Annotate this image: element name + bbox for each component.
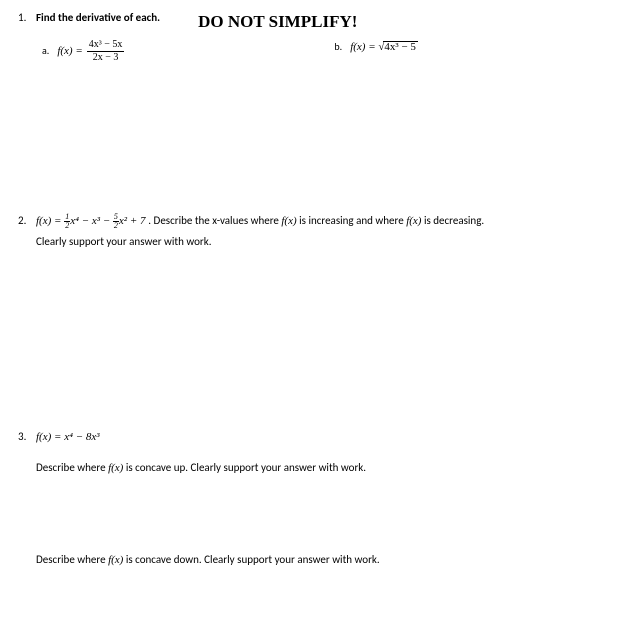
q2-tail2: is increasing and where — [297, 214, 407, 227]
spacer-2 — [18, 249, 600, 429]
q2-fx2: f(x) — [406, 215, 421, 227]
q1a-label: a. — [42, 44, 49, 58]
q1b-expr: f(x) = √4x³ − 5 — [350, 40, 418, 55]
q3-desc-down: Describe where f(x) is concave down. Cle… — [18, 552, 600, 568]
q1b-radical: √4x³ − 5 — [378, 40, 418, 55]
q1a-fraction: 4x³ − 5x 2x − 3 — [87, 40, 125, 63]
q2-tail3: is decreasing. — [421, 214, 484, 227]
do-not-simplify: DO NOT SIMPLIFY! — [198, 10, 357, 34]
worksheet-page: 1. Find the derivative of each. DO NOT S… — [0, 0, 618, 630]
q1b-label: b. — [334, 40, 342, 54]
q1-heading: 1. Find the derivative of each. — [18, 10, 160, 25]
q2-expr: f(x) = 12x⁴ − x³ − 52x² + 7 — [36, 215, 148, 227]
q1-prompt: Find the derivative of each. — [36, 10, 160, 25]
q1b-radicand: 4x³ − 5 — [383, 41, 418, 53]
q1-parts: a. f(x) = 4x³ − 5x 2x − 3 b. f(x) = √4x³… — [18, 40, 600, 63]
q1b-pre: f(x) = — [350, 41, 378, 53]
q2-tail: . Describe the x-values where — [148, 214, 281, 227]
q3-row: 3. f(x) = x⁴ − 8x³ — [18, 429, 600, 445]
q3-fx-up: f(x) — [108, 462, 123, 474]
q3-number: 3. — [18, 429, 36, 444]
spacer-3 — [18, 476, 600, 548]
q1a-numerator: 4x³ − 5x — [87, 40, 125, 52]
q2-fx1: f(x) — [281, 215, 296, 227]
q3-fx-down: f(x) — [108, 554, 123, 566]
q2-row: 2. f(x) = 12x⁴ − x³ − 52x² + 7 . Describ… — [18, 213, 600, 230]
q1a-denominator: 2x − 3 — [87, 52, 125, 63]
q2-line2: Clearly support your answer with work. — [18, 234, 600, 249]
q1-number: 1. — [18, 10, 36, 25]
spacer-1 — [18, 63, 600, 213]
q2-number: 2. — [18, 213, 36, 228]
q1-header-row: 1. Find the derivative of each. DO NOT S… — [18, 10, 600, 34]
q1-part-b: b. f(x) = √4x³ − 5 — [334, 40, 418, 63]
q1a-fx: f(x) = — [57, 44, 82, 59]
q2-text: f(x) = 12x⁴ − x³ − 52x² + 7 . Describe t… — [36, 213, 484, 230]
q3-desc-up: Describe where f(x) is concave up. Clear… — [18, 460, 600, 476]
q3-expr: f(x) = x⁴ − 8x³ — [36, 430, 100, 445]
q1-part-a: a. f(x) = 4x³ − 5x 2x − 3 — [42, 40, 124, 63]
